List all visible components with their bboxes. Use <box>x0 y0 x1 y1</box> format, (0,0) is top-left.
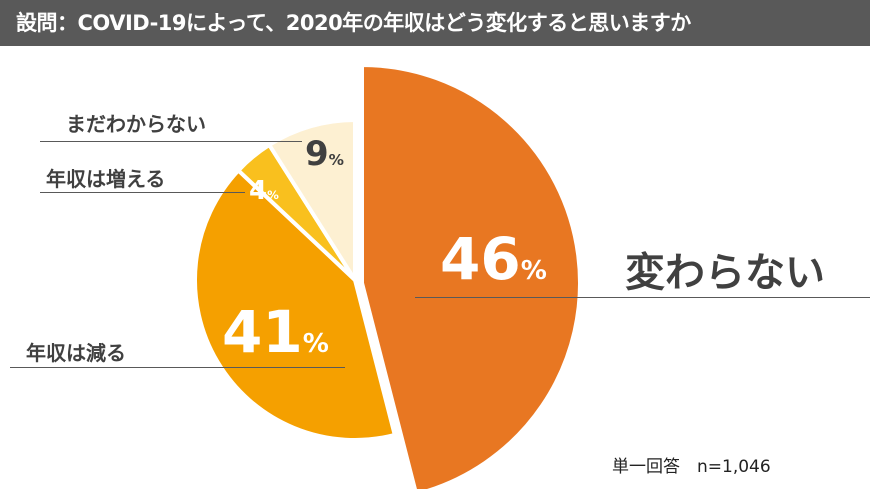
leader-line-increase <box>40 192 245 193</box>
pie-slice-unchanged <box>360 62 582 489</box>
leader-line-unchanged <box>415 297 870 298</box>
slice-label-unknown: まだわからない <box>66 112 206 136</box>
data-label-increase: 4% <box>249 176 279 206</box>
data-label-unknown: 9% <box>305 134 344 174</box>
pie-slice-decrease <box>193 167 398 442</box>
slice-label-decrease: 年収は減る <box>26 341 126 365</box>
leader-line-decrease <box>10 367 345 368</box>
chart-title: 設問：COVID-19によって、2020年の年収はどう変化すると思いますか <box>0 0 870 46</box>
data-label-unchanged: 46% <box>440 225 547 293</box>
slice-label-increase: 年収は増える <box>46 167 166 191</box>
pie-slice-unknown <box>266 117 357 287</box>
slice-label-unchanged: 変わらない <box>625 250 825 296</box>
leader-line-unknown <box>40 141 302 142</box>
data-label-decrease: 41% <box>222 298 329 366</box>
sample-note: 単一回答 n=1,046 <box>612 457 771 477</box>
